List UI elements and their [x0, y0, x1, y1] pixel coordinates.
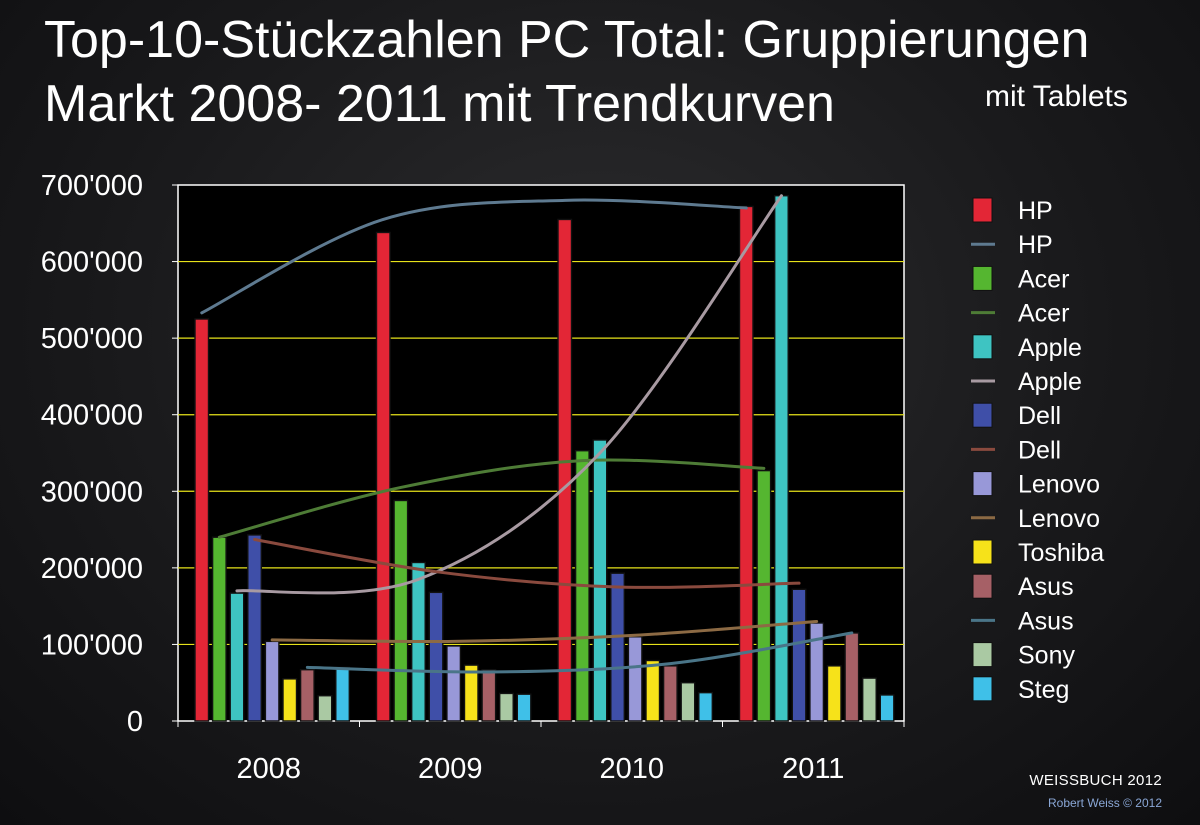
y-tick-label: 700'000 [41, 170, 143, 202]
x-tick-label: 2011 [782, 753, 844, 785]
x-tick-label: 2009 [418, 753, 483, 785]
bar-apple [592, 439, 608, 722]
bar-dell [428, 591, 444, 722]
legend-label-steg: Steg [1018, 676, 1069, 704]
y-tick-label: 400'000 [41, 400, 143, 432]
bar-steg [335, 666, 350, 722]
y-tick-label: 600'000 [41, 247, 143, 279]
bar-sony [862, 677, 877, 722]
trendline-dell [253, 538, 801, 589]
legend-swatch-hp [972, 197, 993, 223]
x-tick-label: 2010 [599, 753, 664, 785]
bar-steg [879, 694, 895, 722]
bar-acer [211, 536, 227, 722]
legend: HP HP Acer Acer Apple Apple Dell Dell Lenovo Leno… [971, 197, 1104, 704]
y-tick-label: 500'000 [41, 323, 143, 355]
legend-swatch-sony [972, 642, 993, 668]
trendline-apple [235, 194, 783, 595]
bar-dell [791, 588, 807, 722]
x-tick-label: 2008 [236, 753, 301, 785]
legend-swatch-dell [972, 402, 993, 428]
legend-swatch-lenovo [972, 471, 993, 497]
legend-label-toshiba: Toshiba [1018, 539, 1104, 567]
chart-title-line-2: Markt 2008- 2011 mit Trendkurven [44, 75, 835, 133]
bar-steg [698, 691, 713, 722]
y-tick-label: 100'000 [41, 629, 143, 661]
footer-title: WEISSBUCH 2012 [1029, 772, 1162, 789]
legend-label-dell: Dell [1018, 436, 1061, 464]
bar-acer [756, 469, 772, 722]
y-tick-label: 0 [127, 706, 143, 738]
bar-toshiba [826, 665, 842, 722]
bar-lenovo [627, 636, 643, 722]
bar-asus [299, 668, 315, 722]
legend-label-dell: Dell [1018, 402, 1061, 430]
y-tick-label: 200'000 [41, 553, 143, 585]
legend-label-hp: HP [1018, 231, 1053, 259]
legend-label-apple: Apple [1018, 368, 1082, 396]
bar-hp [557, 218, 573, 722]
legend-swatch-acer [972, 265, 993, 291]
legend-swatch-toshiba [972, 539, 993, 565]
chart-title-line-1: Top-10-Stückzahlen PC Total: Gruppierung… [44, 11, 1090, 69]
legend-label-acer: Acer [1018, 300, 1069, 328]
trendline-hp [200, 198, 748, 315]
bar-lenovo [809, 622, 825, 722]
bar-dell [247, 534, 263, 722]
bar-dell [610, 572, 625, 722]
legend-label-asus: Asus [1018, 607, 1074, 635]
legend-swatch-asus [972, 573, 993, 599]
bar-hp [738, 205, 754, 722]
bar-sony [499, 692, 514, 722]
legend-label-hp: HP [1018, 197, 1053, 225]
bar-asus [844, 632, 860, 722]
legend-label-sony: Sony [1018, 642, 1075, 670]
x-axis-ticks: 2008 2009 2010 2011 [177, 721, 905, 785]
trendline-acer [217, 458, 766, 539]
bar-hp [375, 231, 391, 722]
trendline-asus [305, 631, 854, 674]
legend-swatch-steg [972, 676, 993, 702]
legend-label-asus: Asus [1018, 573, 1074, 601]
bar-hp [194, 318, 210, 722]
bar-asus [481, 668, 497, 722]
bar-steg [516, 693, 532, 722]
bar-sony [680, 682, 696, 722]
legend-swatch-apple [972, 334, 993, 360]
bar-apple [774, 195, 789, 722]
bar-lenovo [264, 640, 280, 722]
bar-lenovo [446, 645, 462, 722]
bars-group [194, 195, 895, 722]
trendlines-group [200, 194, 854, 674]
legend-label-lenovo: Lenovo [1018, 471, 1100, 499]
bar-toshiba [463, 664, 479, 722]
legend-label-lenovo: Lenovo [1018, 505, 1100, 533]
chart-subtitle: mit Tablets [985, 80, 1128, 113]
footer-copyright: Robert Weiss © 2012 [1047, 796, 1162, 810]
bar-toshiba [282, 678, 298, 722]
bar-toshiba [645, 659, 661, 722]
bar-acer [393, 499, 409, 722]
bar-sony [317, 695, 333, 722]
legend-label-apple: Apple [1018, 334, 1082, 362]
legend-label-acer: Acer [1018, 265, 1069, 293]
trendline-lenovo [270, 619, 819, 644]
y-axis-ticks: 0 100'000 200'000 300'000 400'000 500'000 600'… [41, 170, 178, 738]
y-tick-label: 300'000 [41, 476, 143, 508]
bar-apple [229, 592, 245, 722]
bar-asus [662, 665, 678, 722]
